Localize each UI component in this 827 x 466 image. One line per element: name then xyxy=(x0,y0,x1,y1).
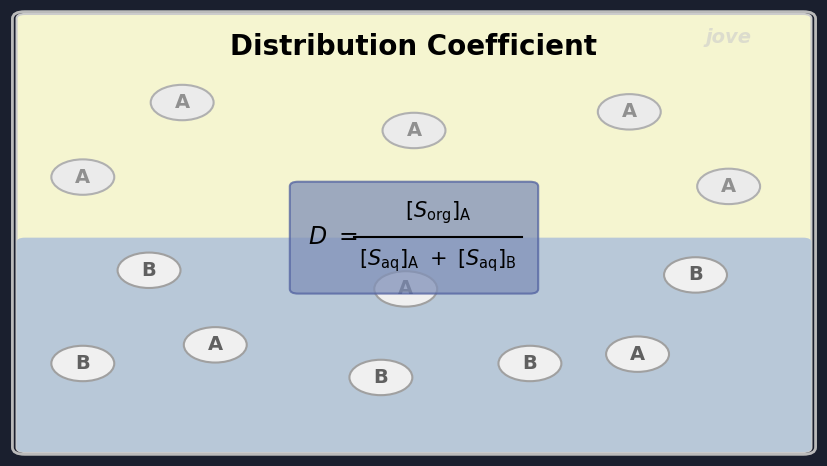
Text: B: B xyxy=(687,266,702,284)
Circle shape xyxy=(151,85,213,120)
Circle shape xyxy=(349,360,412,395)
FancyBboxPatch shape xyxy=(17,14,810,452)
Bar xyxy=(25,242,802,447)
Text: B: B xyxy=(373,368,388,387)
Circle shape xyxy=(663,257,726,293)
FancyBboxPatch shape xyxy=(289,182,538,294)
Circle shape xyxy=(498,346,561,381)
Text: B: B xyxy=(522,354,537,373)
Text: $[S_{\mathrm{aq}}]_{\mathrm{A}}\ +\ [S_{\mathrm{aq}}]_{\mathrm{B}}$: $[S_{\mathrm{aq}}]_{\mathrm{A}}\ +\ [S_{… xyxy=(359,247,516,274)
FancyBboxPatch shape xyxy=(17,238,810,452)
Circle shape xyxy=(374,271,437,307)
Circle shape xyxy=(51,159,114,195)
Circle shape xyxy=(605,336,668,372)
Text: Distribution Coefficient: Distribution Coefficient xyxy=(230,33,597,61)
Circle shape xyxy=(117,253,180,288)
Text: $D\ =$: $D\ =$ xyxy=(308,225,357,249)
Text: A: A xyxy=(208,336,222,354)
Circle shape xyxy=(597,94,660,130)
Text: A: A xyxy=(75,168,90,186)
Text: A: A xyxy=(406,121,421,140)
Text: A: A xyxy=(174,93,189,112)
Text: $[S_{\mathrm{org}}]_{\mathrm{A}}$: $[S_{\mathrm{org}}]_{\mathrm{A}}$ xyxy=(404,199,471,226)
Circle shape xyxy=(696,169,759,204)
Text: B: B xyxy=(75,354,90,373)
Circle shape xyxy=(51,346,114,381)
Text: jove: jove xyxy=(705,28,751,47)
Text: B: B xyxy=(141,261,156,280)
Text: A: A xyxy=(621,103,636,121)
Text: A: A xyxy=(720,177,735,196)
Circle shape xyxy=(184,327,246,363)
Circle shape xyxy=(382,113,445,148)
Text: A: A xyxy=(398,280,413,298)
Text: A: A xyxy=(629,345,644,363)
